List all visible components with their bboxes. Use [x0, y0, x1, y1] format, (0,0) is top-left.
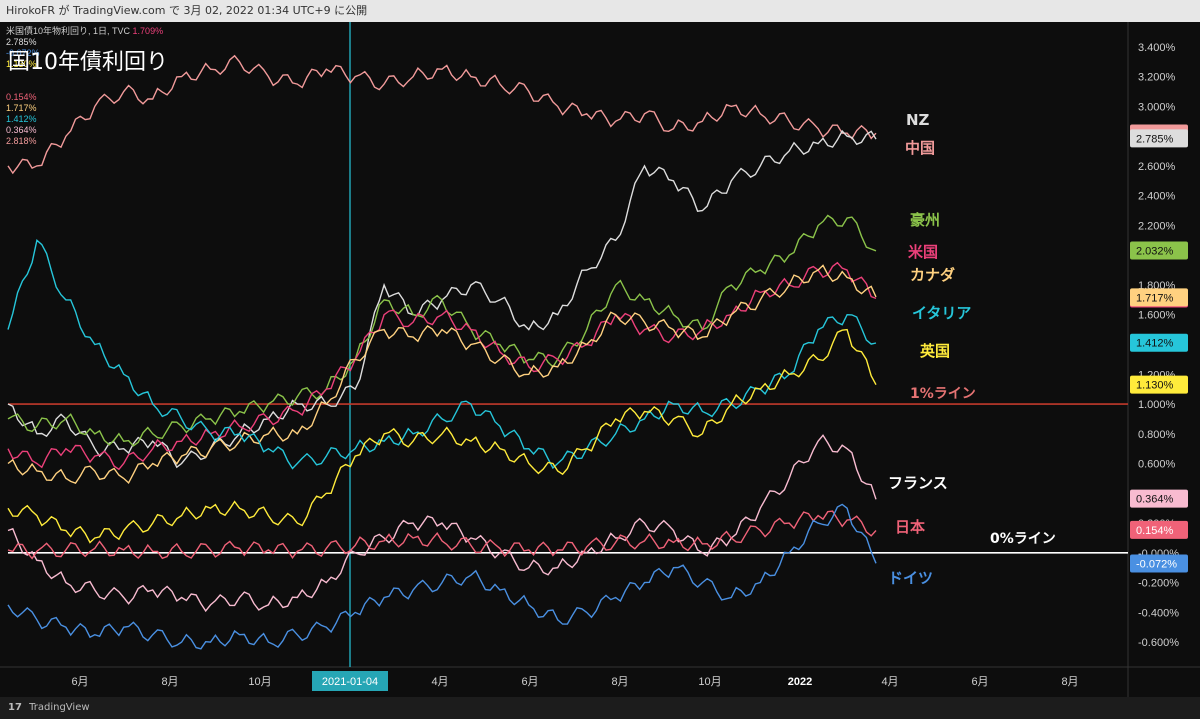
y-tick-label: 2.200% — [1138, 220, 1176, 232]
legend-row: 1.130% — [6, 59, 37, 69]
last-value-badge — [1130, 129, 1188, 148]
y-tick-label: -0.200% — [1138, 578, 1179, 590]
series-name-label: イタリア — [912, 304, 971, 322]
x-tick-label: 4月 — [881, 676, 898, 688]
reference-line-label: 1%ライン — [910, 386, 976, 402]
last-value-badge — [1130, 333, 1188, 352]
y-tick-label: 2.400% — [1138, 191, 1176, 203]
publish-info: HirokoFR が TradingView.com で 3月 02, 2022… — [6, 4, 368, 17]
brand-name[interactable]: TradingView — [29, 702, 90, 713]
x-tick-label: 2022 — [788, 676, 812, 688]
y-tick-label: 0.600% — [1138, 459, 1176, 471]
series-name-label: フランス — [888, 474, 948, 492]
reference-line-label: 0%ライン — [990, 531, 1056, 547]
x-tick-label: 8月 — [1061, 676, 1078, 688]
series-name-label: 中国 — [905, 139, 935, 157]
last-value-badge-text: 0.154% — [1136, 525, 1174, 537]
y-tick-label: 0.800% — [1138, 429, 1176, 441]
series-line — [7, 54, 877, 175]
legend: 米国債10年物利回り, 1日, TVC 1.709% 2.785% -0.072%… — [6, 26, 163, 147]
footer: 17 TradingView — [0, 697, 1200, 719]
y-tick-label: -0.600% — [1138, 637, 1179, 649]
legend-row: 1.412% — [6, 114, 37, 124]
last-value-badge-text: 0.364% — [1136, 494, 1174, 506]
y-tick-label: 1.600% — [1138, 310, 1176, 322]
series-name-label: 英国 — [920, 342, 950, 360]
x-tick-label: 6月 — [971, 676, 988, 688]
legend-row: 1.717% — [6, 103, 37, 113]
series-line — [7, 264, 877, 485]
last-value-badge — [1130, 288, 1188, 307]
last-value-badge — [1130, 489, 1188, 508]
overlay-title: 国10年債利回り — [8, 50, 168, 75]
legend-row: 2.818% — [6, 136, 37, 146]
last-value-badge — [1130, 375, 1188, 394]
y-tick-label: 3.400% — [1138, 42, 1176, 54]
x-tick-label: 10月 — [248, 676, 271, 688]
series-line — [7, 434, 877, 613]
legend-row: 0.364% — [6, 125, 37, 135]
y-tick-label: -0.400% — [1138, 607, 1179, 619]
series-line — [7, 214, 877, 447]
yield-chart: 3.400%3.200%3.000%2.800%2.600%2.400%2.20… — [0, 22, 1200, 697]
series-line — [7, 510, 877, 560]
x-tick-label: 10月 — [698, 676, 721, 688]
x-tick-label: 8月 — [611, 676, 628, 688]
x-tick-label: 6月 — [521, 676, 538, 688]
last-value-badge-text: 2.785% — [1136, 133, 1174, 145]
last-value-badge — [1130, 520, 1188, 539]
x-tick-label: 6月 — [71, 676, 88, 688]
x-tick-label: 4月 — [431, 676, 448, 688]
legend-title-value: 1.709% — [132, 26, 164, 36]
last-value-badge-text: 1.717% — [1136, 292, 1174, 304]
x-tick-label: 8月 — [161, 676, 178, 688]
tradingview-logo-icon[interactable]: 17 — [8, 702, 22, 713]
last-value-badge-text: 2.032% — [1136, 245, 1174, 257]
series-name-label: 日本 — [895, 518, 925, 536]
legend-title-row: 米国債10年物利回り, 1日, TVC 1.709% — [6, 26, 163, 37]
legend-row: 0.154% — [6, 92, 37, 102]
publish-bar: HirokoFR が TradingView.com で 3月 02, 2022… — [0, 0, 1200, 22]
series-name-label: 豪州 — [910, 211, 940, 229]
series-name-label: カナダ — [910, 266, 955, 284]
last-value-badge-text: 1.130% — [1136, 380, 1174, 392]
legend-row: -0.072% — [6, 48, 40, 58]
crosshair-time-label: 2021-01-04 — [322, 676, 378, 688]
legend-rows: 2.785% -0.072% 1.130% 0.154% 1.717% 1.412% 0.3… — [6, 37, 163, 147]
y-tick-label: 2.600% — [1138, 161, 1176, 173]
series-name-label: 米国 — [908, 243, 938, 261]
legend-title: 米国債10年物利回り, 1日, TVC — [6, 26, 131, 36]
y-tick-label: 1.000% — [1138, 399, 1176, 411]
y-tick-label: 3.200% — [1138, 72, 1176, 84]
legend-row: 2.785% — [6, 37, 37, 47]
y-tick-label: 3.000% — [1138, 101, 1176, 113]
last-value-badge — [1130, 554, 1188, 573]
series-name-label: NZ — [906, 111, 930, 129]
series-name-label: ドイツ — [888, 569, 933, 587]
crosshair-time-label-bg — [312, 671, 388, 691]
series-line — [7, 503, 877, 650]
last-value-badge-text: -0.072% — [1136, 559, 1177, 571]
last-value-badge-text: 1.412% — [1136, 338, 1174, 350]
series-line — [7, 328, 877, 544]
last-value-badge — [1130, 241, 1188, 260]
